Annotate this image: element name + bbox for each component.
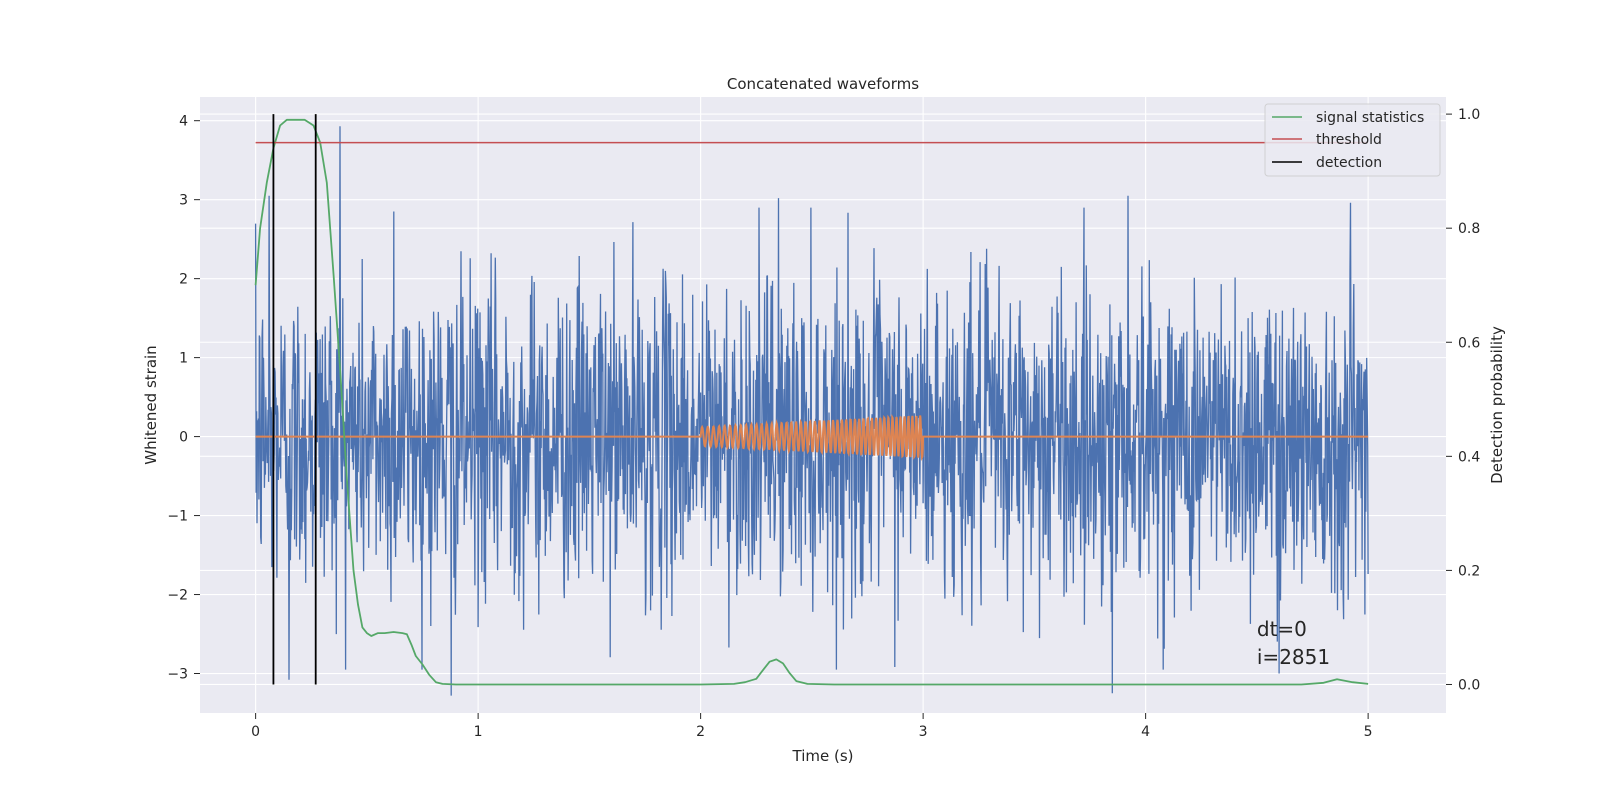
strain-series xyxy=(254,126,1369,696)
annotation-index: i=2851 xyxy=(1257,645,1330,669)
y2-tick-label: 0.2 xyxy=(1458,563,1480,579)
legend: signal statistics threshold detection xyxy=(1264,103,1441,177)
x-tick-label: 2 xyxy=(696,724,705,740)
ticks: 0 1 2 3 4 5 −3 −2 −1 0 1 2 3 4 0.0 0.2 0.4 0.6 0.8 1.0 xyxy=(167,107,1480,740)
y-axis-label: Whitened strain xyxy=(142,345,160,464)
y-tick-label: 1 xyxy=(179,351,188,367)
injected-signal-line xyxy=(255,413,1369,462)
y-tick-label: −3 xyxy=(167,667,188,683)
injected-signal-series xyxy=(255,413,1369,462)
y2-axis-label: Detection probability xyxy=(1488,326,1506,484)
legend-label-threshold: threshold xyxy=(1316,132,1382,148)
x-tick-label: 0 xyxy=(251,724,260,740)
legend-label-signal-statistics: signal statistics xyxy=(1316,110,1424,126)
y-tick-label: 0 xyxy=(179,430,188,446)
y2-tick-label: 0.6 xyxy=(1458,335,1480,351)
y-tick-label: 4 xyxy=(179,114,188,130)
x-tick-label: 1 xyxy=(474,724,483,740)
annotation-dt: dt=0 xyxy=(1257,617,1307,641)
strain-line xyxy=(254,126,1369,696)
signal-statistics-series xyxy=(254,114,1369,686)
x-tick-label: 3 xyxy=(919,724,928,740)
x-tick-label: 5 xyxy=(1364,724,1373,740)
y2-tick-label: 0.8 xyxy=(1458,221,1480,237)
signal-statistics-line xyxy=(254,118,1369,686)
y2-tick-label: 1.0 xyxy=(1458,107,1480,123)
x-tick-label: 4 xyxy=(1141,724,1150,740)
legend-box xyxy=(1264,103,1441,177)
legend-label-detection: detection xyxy=(1316,155,1382,171)
y-tick-label: −2 xyxy=(167,588,188,604)
y2-tick-label: 0.0 xyxy=(1458,677,1480,693)
x-axis-label: Time (s) xyxy=(792,747,854,765)
y-tick-label: −1 xyxy=(167,509,188,525)
y-tick-label: 3 xyxy=(179,193,188,209)
y2-tick-label: 0.4 xyxy=(1458,449,1480,465)
chart-title: Concatenated waveforms xyxy=(727,75,919,93)
y-tick-label: 2 xyxy=(179,272,188,288)
